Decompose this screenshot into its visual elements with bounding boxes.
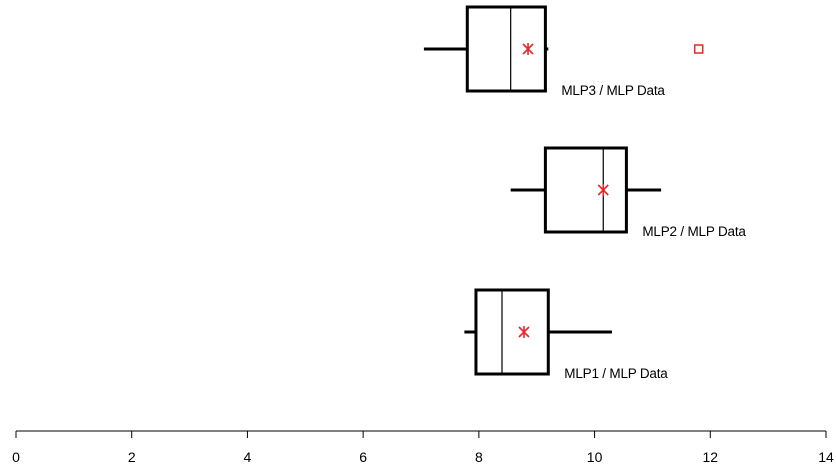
x-tick-label: 8	[475, 449, 483, 465]
box-label: MLP3 / MLP Data	[561, 83, 665, 98]
mean-marker	[522, 43, 534, 55]
box-plot-item: MLP1 / MLP Data	[464, 288, 668, 381]
box-iqr	[465, 5, 547, 93]
box-iqr	[474, 288, 550, 376]
box-label: MLP1 / MLP Data	[564, 366, 668, 381]
box-label: MLP2 / MLP Data	[642, 224, 746, 239]
x-tick-label: 10	[587, 449, 603, 465]
x-tick-label: 2	[128, 449, 136, 465]
box-plot-item: MLP2 / MLP Data	[510, 146, 747, 239]
mean-marker	[518, 326, 530, 338]
box-plot-item: MLP3 / MLP Data	[423, 5, 704, 98]
x-axis: 0 2 4 6 8 10 12 14	[12, 430, 834, 465]
x-tick-label: 0	[12, 449, 20, 465]
x-tick-label: 4	[244, 449, 252, 465]
x-tick-label: 12	[702, 449, 718, 465]
outlier-marker	[693, 44, 704, 54]
mean-marker	[597, 184, 609, 196]
x-tick-label: 14	[818, 449, 834, 465]
boxes-group: MLP3 / MLP Data MLP2 / MLP Data MLP1 / MLP…	[423, 5, 747, 381]
box-iqr	[543, 146, 628, 234]
x-tick-label: 6	[359, 449, 367, 465]
